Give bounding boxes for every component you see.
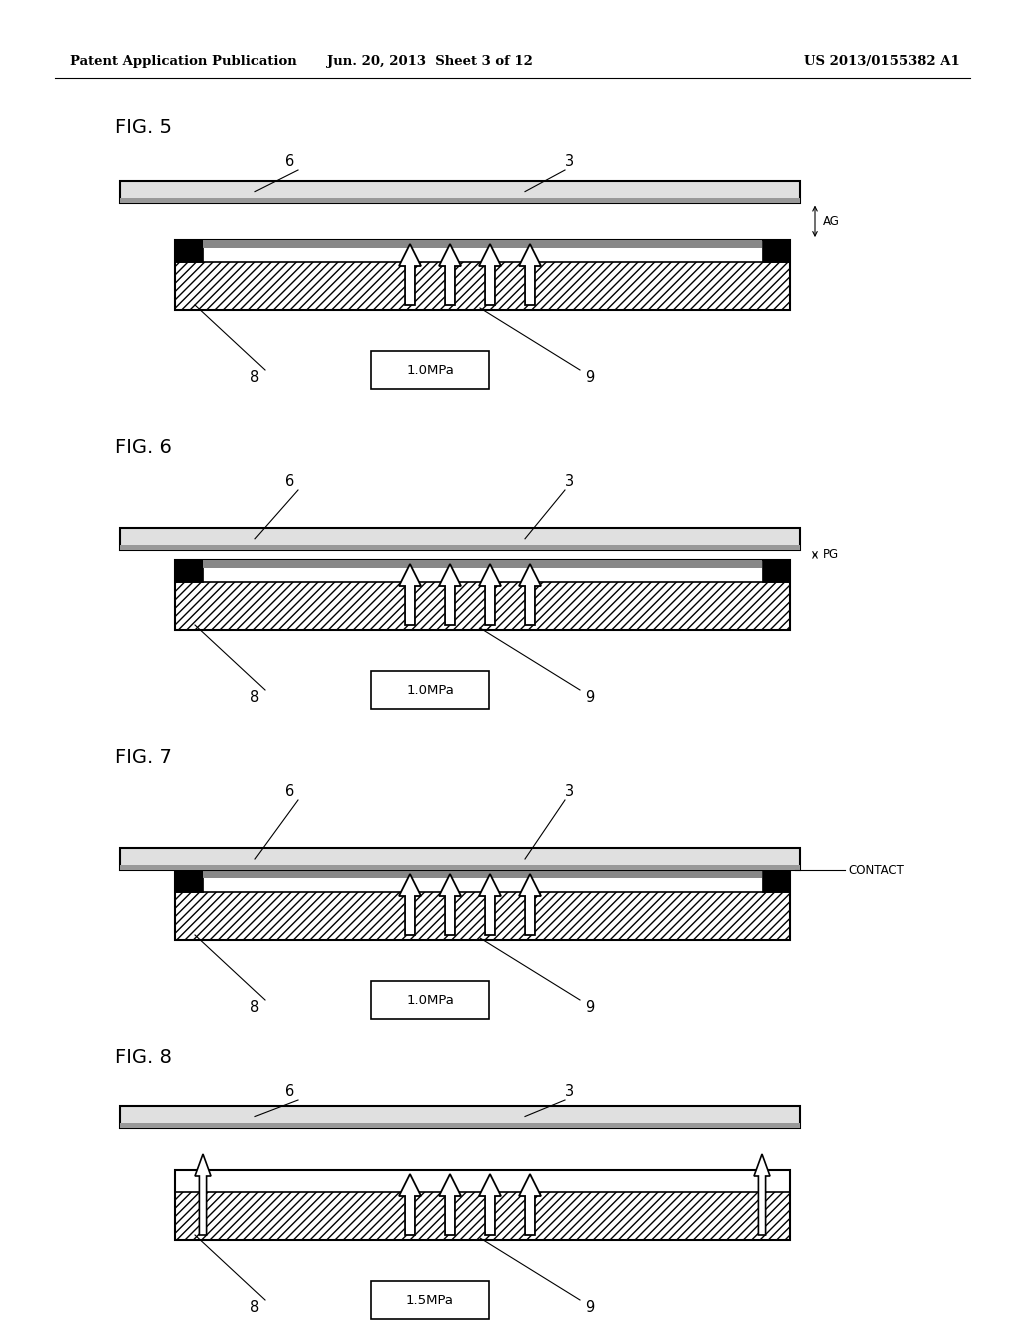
Bar	[175, 892, 790, 940]
Bar	[371, 981, 489, 1019]
Polygon shape	[519, 564, 541, 624]
Polygon shape	[439, 874, 461, 935]
Bar	[175, 870, 790, 940]
Polygon shape	[479, 244, 501, 305]
Text: 3: 3	[565, 154, 574, 169]
Polygon shape	[399, 244, 421, 305]
Text: CONTACT: CONTACT	[848, 863, 904, 876]
Text: 8: 8	[251, 999, 260, 1015]
Bar	[175, 560, 790, 630]
Polygon shape	[519, 1173, 541, 1236]
Bar	[120, 528, 800, 550]
Text: 3: 3	[565, 1085, 574, 1100]
Text: 8: 8	[251, 1299, 260, 1315]
Text: FIG. 7: FIG. 7	[115, 748, 172, 767]
Bar	[203, 240, 762, 248]
Text: 1.0MPa: 1.0MPa	[407, 684, 454, 697]
Polygon shape	[479, 874, 501, 935]
Bar	[175, 870, 203, 892]
Bar	[762, 240, 790, 261]
Text: 8: 8	[251, 370, 260, 384]
Bar	[120, 545, 800, 550]
Text: AG: AG	[823, 215, 840, 228]
Text: 8: 8	[251, 689, 260, 705]
Text: 3: 3	[565, 474, 574, 490]
Polygon shape	[479, 564, 501, 624]
Text: Jun. 20, 2013  Sheet 3 of 12: Jun. 20, 2013 Sheet 3 of 12	[327, 55, 532, 69]
Text: Patent Application Publication: Patent Application Publication	[70, 55, 297, 69]
Bar	[762, 870, 790, 892]
Bar	[175, 261, 790, 310]
Bar	[175, 1170, 790, 1239]
Bar	[175, 240, 790, 310]
Bar	[120, 847, 800, 870]
Bar	[203, 870, 762, 878]
Bar	[175, 582, 790, 630]
Text: 9: 9	[586, 999, 595, 1015]
Bar	[175, 240, 203, 261]
Polygon shape	[195, 1154, 211, 1236]
Bar	[371, 1280, 489, 1319]
Polygon shape	[399, 1173, 421, 1236]
Text: 9: 9	[586, 370, 595, 384]
Bar	[371, 351, 489, 389]
Text: 6: 6	[286, 784, 295, 800]
Text: US 2013/0155382 A1: US 2013/0155382 A1	[804, 55, 961, 69]
Text: FIG. 8: FIG. 8	[115, 1048, 172, 1067]
Polygon shape	[439, 564, 461, 624]
Text: 1.5MPa: 1.5MPa	[406, 1294, 454, 1307]
Polygon shape	[519, 244, 541, 305]
Polygon shape	[439, 244, 461, 305]
Text: PG: PG	[823, 548, 839, 561]
Text: FIG. 6: FIG. 6	[115, 438, 172, 457]
Text: 6: 6	[286, 154, 295, 169]
Bar	[762, 560, 790, 582]
Bar	[120, 181, 800, 202]
Polygon shape	[399, 874, 421, 935]
Text: 6: 6	[286, 474, 295, 490]
Bar	[175, 1192, 790, 1239]
Text: FIG. 5: FIG. 5	[115, 117, 172, 137]
Text: 1.0MPa: 1.0MPa	[407, 363, 454, 376]
Text: 6: 6	[286, 1085, 295, 1100]
Bar	[120, 1122, 800, 1127]
Polygon shape	[399, 564, 421, 624]
Bar	[175, 560, 203, 582]
Bar	[371, 671, 489, 709]
Text: 9: 9	[586, 1299, 595, 1315]
Polygon shape	[754, 1154, 770, 1236]
Polygon shape	[519, 874, 541, 935]
Text: 9: 9	[586, 689, 595, 705]
Polygon shape	[439, 1173, 461, 1236]
Bar	[203, 560, 762, 568]
Bar	[120, 1106, 800, 1127]
Text: 3: 3	[565, 784, 574, 800]
Bar	[120, 198, 800, 202]
Text: 1.0MPa: 1.0MPa	[407, 994, 454, 1006]
Polygon shape	[479, 1173, 501, 1236]
Bar	[120, 865, 800, 870]
